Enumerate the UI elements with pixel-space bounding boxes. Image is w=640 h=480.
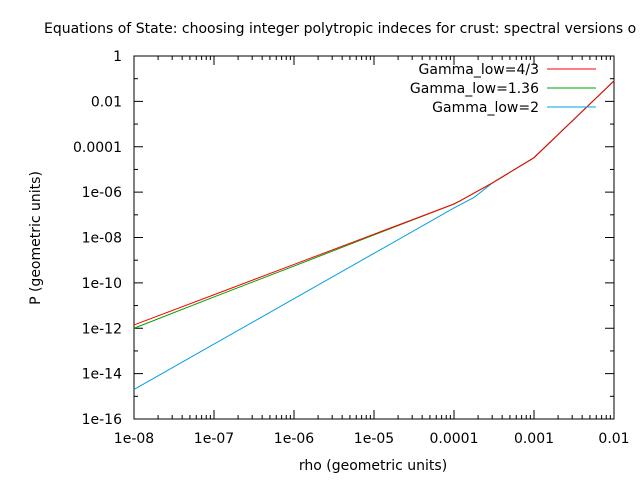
ticks: 1e-08 1e-07 1e-06 1e-05 0.0001 0.001 0.01 1e-16… bbox=[73, 49, 630, 447]
y-tick-label: 1e-14 bbox=[82, 367, 122, 383]
plot-frame bbox=[133, 55, 615, 420]
legend-label: Gamma_low=2 bbox=[432, 100, 539, 116]
legend-label: Gamma_low=1.36 bbox=[410, 81, 539, 97]
y-tick-label: 1e-08 bbox=[82, 231, 122, 247]
y-tick-label: 1e-12 bbox=[82, 321, 122, 337]
series-lines bbox=[133, 80, 615, 390]
x-axis-label: rho (geometric units) bbox=[299, 458, 447, 474]
y-tick-label: 1e-16 bbox=[82, 412, 122, 428]
y-tick-label: 0.0001 bbox=[73, 140, 122, 156]
y-axis-label: P (geometric units) bbox=[28, 171, 44, 305]
axes bbox=[133, 55, 615, 420]
series-line-2 bbox=[133, 80, 615, 329]
x-tick-label: 0.01 bbox=[598, 431, 629, 447]
x-tick-label: 1e-08 bbox=[114, 431, 154, 447]
legend-label: Gamma_low=4/3 bbox=[419, 62, 539, 78]
y-tick-label: 0.01 bbox=[91, 94, 122, 110]
legend: Gamma_low=4/3 Gamma_low=1.36 Gamma_low=2 bbox=[410, 62, 596, 116]
x-tick-label: 1e-05 bbox=[354, 431, 394, 447]
x-tick-label: 0.001 bbox=[514, 431, 554, 447]
x-tick-label: 1e-06 bbox=[274, 431, 314, 447]
y-tick-label: 1e-06 bbox=[82, 185, 122, 201]
series-line-1 bbox=[133, 80, 615, 326]
chart-title: Equations of State: choosing integer pol… bbox=[44, 21, 636, 37]
x-tick-label: 1e-07 bbox=[194, 431, 234, 447]
y-tick-label: 1e-10 bbox=[82, 276, 122, 292]
x-tick-label: 0.0001 bbox=[430, 431, 479, 447]
y-tick-label: 1 bbox=[113, 49, 122, 65]
